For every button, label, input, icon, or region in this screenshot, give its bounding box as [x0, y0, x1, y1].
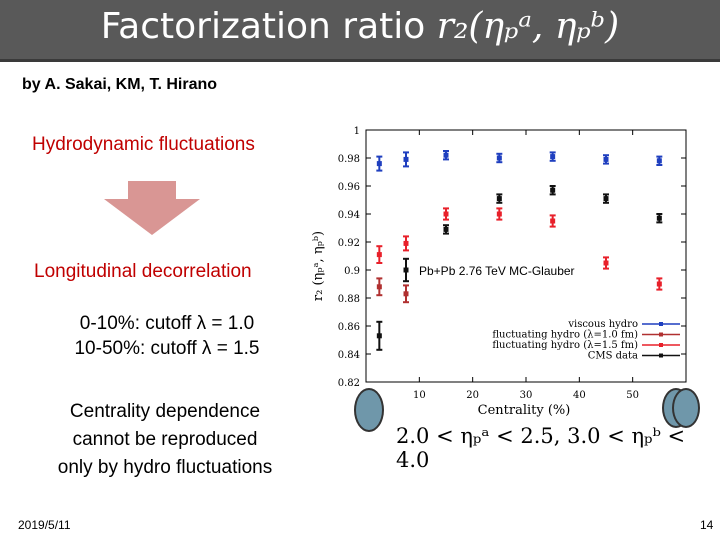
x-axis-label: Centrality (%) — [478, 403, 571, 418]
legend-marker — [659, 332, 663, 337]
y-axis-ticks: 0.82 0.84 0.86 0.88 0.9 0.92 0.94 0.96 0.98 1 — [338, 126, 686, 389]
x-tick-label: 10 — [413, 390, 426, 401]
x-tick-label: 20 — [466, 390, 479, 401]
y-tick-label: 0.82 — [338, 378, 360, 389]
data-point — [550, 154, 556, 160]
data-point — [443, 152, 449, 158]
cutoff-text: 0-10%: cutoff λ = 1.0 10-50%: cutoff λ =… — [30, 311, 304, 361]
centrality-line-1: Centrality dependence — [69, 401, 261, 422]
legend-label: CMS data — [588, 351, 638, 362]
authors: by A. Sakai, KM, T. Hirano — [22, 76, 218, 93]
title-math: r₂(ηₚᵃ, ηₚᵇ) — [436, 6, 620, 47]
legend-label: viscous hydro — [567, 319, 638, 330]
slide-date: 2019/5/11 — [18, 518, 71, 532]
factorization-ratio-chart: 0.820.840.860.880.90.920.940.960.981 010… — [311, 126, 692, 418]
page-number: 14 — [700, 518, 714, 532]
data-point — [496, 155, 502, 161]
y-tick-label: 0.96 — [338, 182, 360, 193]
centrality-line-3: only by hydro fluctuations — [57, 457, 273, 478]
eta-range-condition: 2.0 < ηₚᵃ < 2.5, 3.0 < ηₚᵇ < 4.0 — [396, 424, 686, 472]
right-circle-icon-2 — [672, 388, 700, 428]
data-point — [376, 284, 382, 290]
slide-title: Factorization ratio r₂(ηₚᵃ, ηₚᵇ) — [0, 6, 720, 47]
down-arrow-icon — [104, 181, 200, 235]
chart-annotation: Pb+Pb 2.76 TeV MC-Glauber — [419, 264, 575, 278]
legend-label: fluctuating hydro (λ=1.0 fm) — [492, 330, 638, 341]
y-tick-label: 0.92 — [338, 238, 360, 249]
legend-marker — [659, 353, 663, 358]
data-point — [376, 333, 382, 339]
cutoff-line-2: 10-50%: cutoff λ = 1.5 — [74, 338, 260, 359]
data-point — [443, 211, 449, 217]
title-prefix: Factorization ratio — [100, 6, 437, 47]
data-point — [403, 240, 409, 246]
cutoff-line-1: 0-10%: cutoff λ = 1.0 — [79, 313, 255, 334]
x-tick-label: 30 — [520, 390, 533, 401]
x-tick-label: 40 — [573, 390, 586, 401]
centrality-text: Centrality dependence cannot be reproduc… — [28, 398, 302, 482]
y-tick-label: 0.94 — [338, 210, 360, 221]
left-circle-icon — [354, 388, 384, 432]
data-point — [603, 196, 609, 202]
chart-series — [376, 150, 663, 351]
data-point — [603, 260, 609, 266]
series-3 — [376, 185, 663, 351]
y-tick-label: 0.9 — [344, 266, 360, 277]
data-point — [550, 218, 556, 224]
hydro-fluctuations-label: Hydrodynamic fluctuations — [32, 134, 255, 155]
data-point — [603, 156, 609, 162]
series-1 — [376, 277, 409, 304]
centrality-line-2: cannot be reproduced — [72, 429, 258, 450]
title-bar: Factorization ratio r₂(ηₚᵃ, ηₚᵇ) — [0, 0, 720, 62]
y-tick-label: 0.98 — [338, 154, 360, 165]
y-axis-label: r₂ (ηₚᵃ, ηₚᵇ) — [311, 231, 326, 301]
legend-label: fluctuating hydro (λ=1.5 fm) — [492, 340, 638, 351]
y-tick-label: 0.84 — [338, 350, 360, 361]
series-0 — [376, 150, 663, 172]
data-point — [376, 161, 382, 167]
data-point — [443, 226, 449, 232]
data-point — [656, 215, 662, 221]
data-point — [656, 158, 662, 164]
data-point — [496, 196, 502, 202]
data-point — [403, 267, 409, 273]
y-tick-label: 0.88 — [338, 294, 360, 305]
longitudinal-decorrelation-label: Longitudinal decorrelation — [34, 261, 252, 282]
data-point — [550, 187, 556, 193]
data-point — [496, 211, 502, 217]
x-tick-label: 50 — [626, 390, 639, 401]
legend-marker — [659, 322, 663, 326]
series-2 — [376, 207, 663, 291]
data-point — [403, 291, 409, 297]
y-tick-label: 0.86 — [338, 322, 360, 333]
legend-marker — [659, 343, 663, 347]
data-point — [376, 252, 382, 258]
y-tick-label: 1 — [354, 126, 360, 137]
data-point — [403, 156, 409, 162]
data-point — [656, 281, 662, 287]
